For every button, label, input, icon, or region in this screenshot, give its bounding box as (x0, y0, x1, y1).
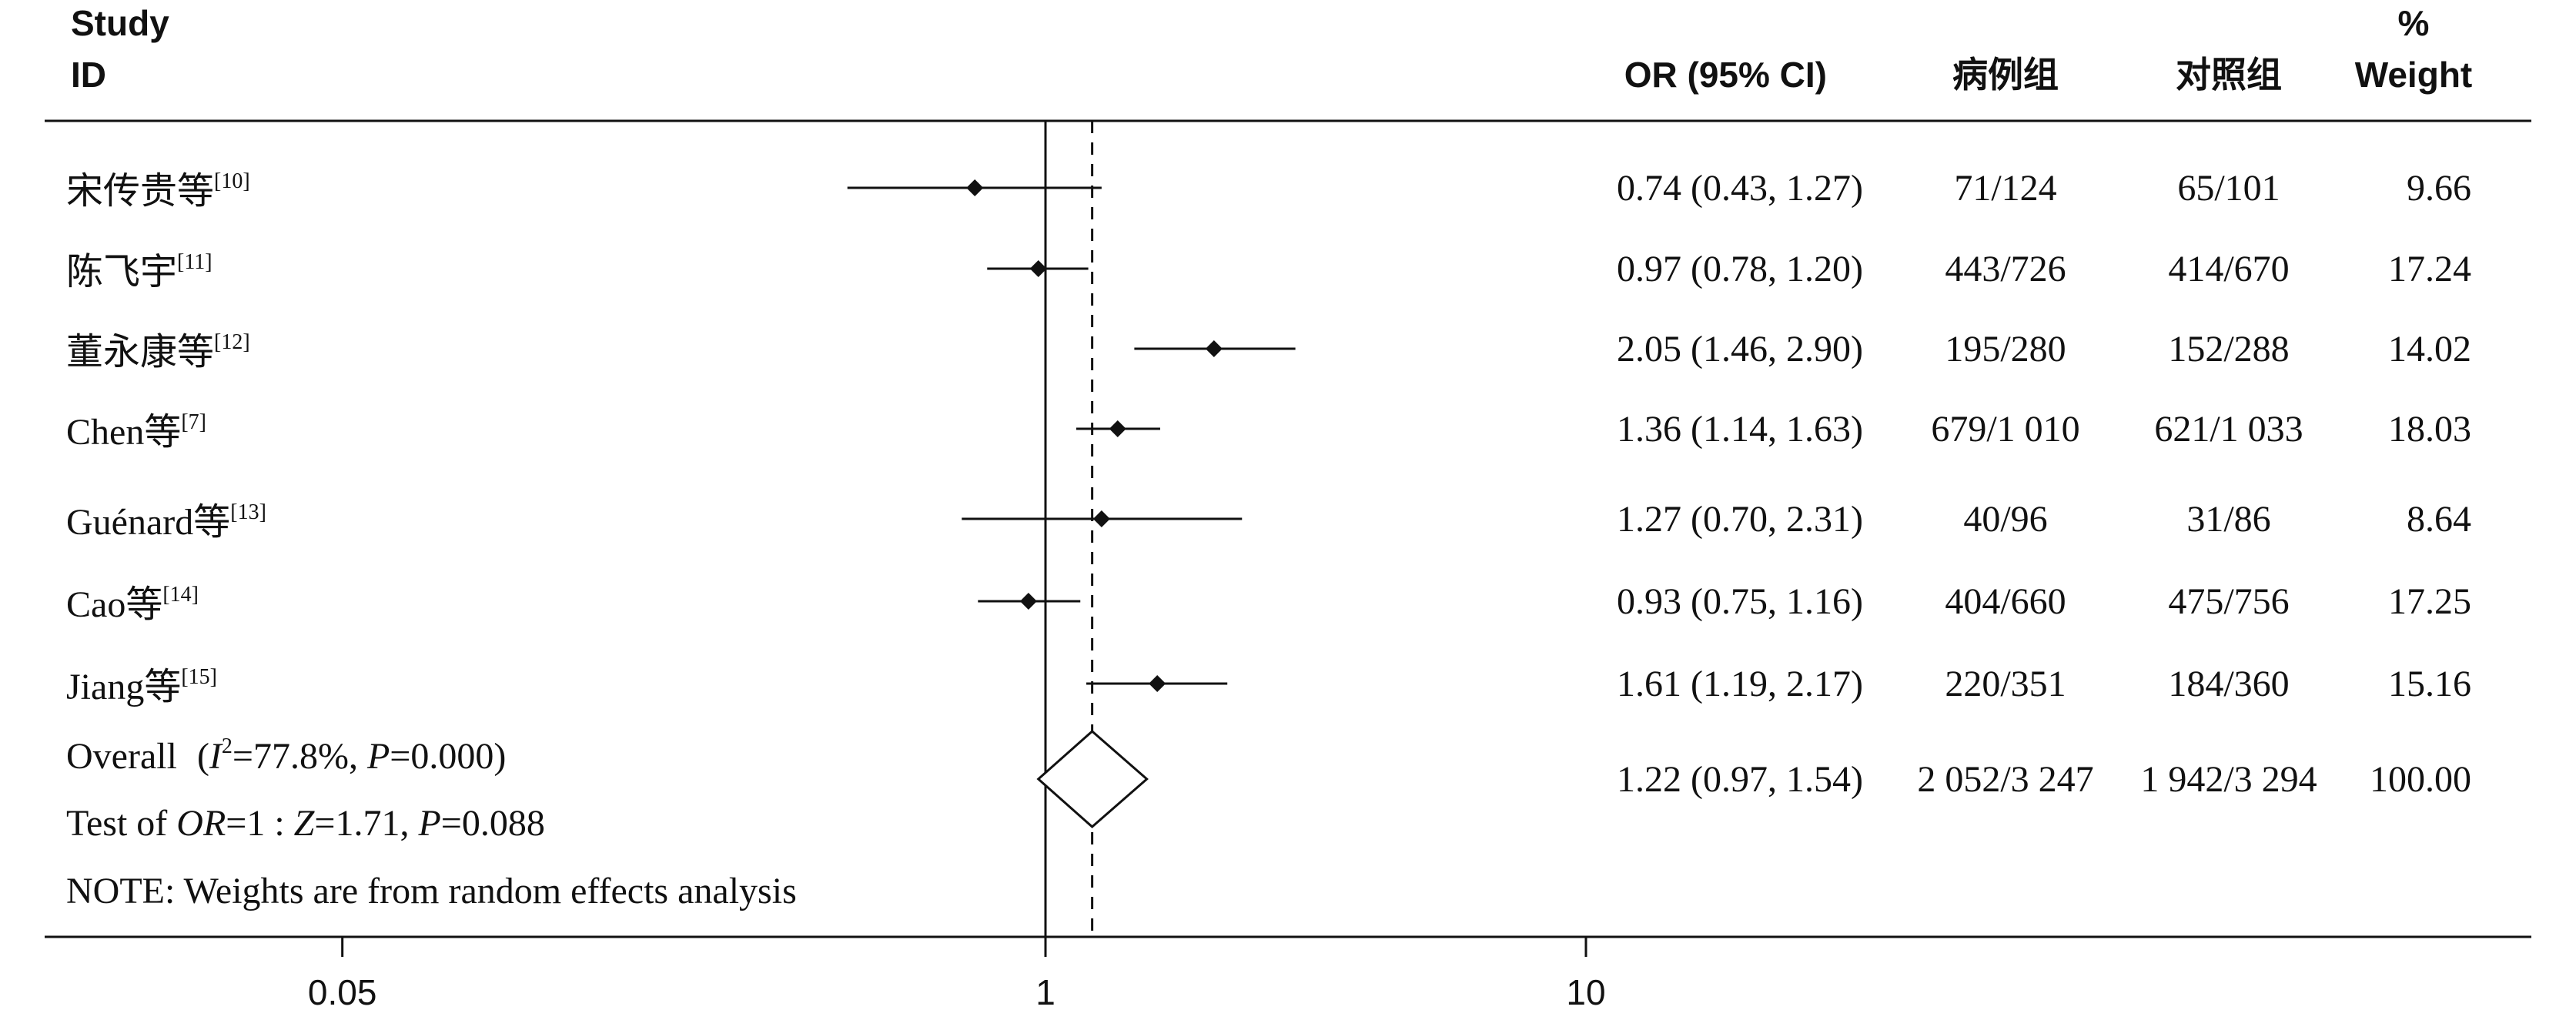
weight-value: 15.16 (2388, 664, 2471, 704)
weight-value: 9.66 (2407, 168, 2471, 209)
case-value: 679/1 010 (1931, 409, 2079, 450)
study-label: Chen等[7] (66, 410, 206, 453)
or-ci-value: 0.93 (0.75, 1.16) (1617, 581, 1863, 622)
header-control-group: 对照组 (2176, 55, 2282, 95)
study-name: 陈飞宇 (66, 250, 177, 293)
study-row: Cao等[14] 0.93 (0.75, 1.16) 404/660 475/756 1… (66, 581, 2471, 625)
point-estimate-marker (1109, 420, 1126, 437)
overall-diamond (1036, 730, 1149, 828)
note-line: NOTE: Weights are from random effects an… (66, 871, 797, 911)
study-row: Jiang等[15] 1.61 (1.19, 2.17) 220/351 184/36… (66, 664, 2471, 707)
x-tick-label: 10 (1566, 972, 1605, 1012)
header-case-group: 病例组 (1952, 55, 2059, 95)
study-name: Jiang等 (66, 667, 181, 707)
x-tick-label: 1 (1035, 972, 1055, 1012)
study-label: 董永康等[12] (66, 330, 250, 373)
header-study: Study (71, 3, 169, 43)
overall-label: Overall (I2=77.8%, P=0.000) (66, 734, 506, 777)
header-percent: % (2398, 3, 2430, 43)
weight-value: 17.25 (2388, 581, 2471, 622)
overall-case: 2 052/3 247 (1917, 759, 2093, 800)
study-row: Guénard等[13] 1.27 (0.70, 2.31) 40/96 31/86 8… (66, 499, 2471, 543)
overall-word: Overall (66, 736, 177, 777)
study-label: 陈飞宇[11] (66, 250, 212, 293)
study-ref: [10] (214, 169, 250, 193)
case-value: 40/96 (1963, 499, 2047, 540)
case-value: 220/351 (1945, 664, 2066, 704)
study-row: 宋传贵等[10] 0.74 (0.43, 1.27) 71/124 65/101 9.6… (66, 168, 2471, 212)
column-headers: Study ID OR (95% CI) 病例组 对照组 % Weight (71, 3, 2472, 95)
study-ref: [7] (181, 410, 206, 434)
het-rest: =77.8%, (233, 736, 367, 777)
or-ci-value: 1.27 (0.70, 2.31) (1617, 499, 1863, 540)
study-label: Cao等[14] (66, 583, 199, 625)
point-estimate-marker (1149, 675, 1166, 692)
weight-value: 17.24 (2388, 249, 2471, 289)
control-value: 184/360 (2168, 664, 2289, 704)
study-name: 宋传贵等 (66, 169, 214, 212)
control-value: 152/288 (2168, 329, 2289, 370)
or-ci-value: 0.74 (0.43, 1.27) (1617, 168, 1863, 209)
point-estimate-marker (1029, 260, 1047, 277)
or-ci-value: 2.05 (1.46, 2.90) (1617, 329, 1863, 370)
overall-row: Overall (I2=77.8%, P=0.000) Test of OR=1 … (66, 730, 2471, 911)
or-ci-value: 0.97 (0.78, 1.20) (1617, 249, 1863, 289)
point-estimate-marker (1092, 510, 1110, 527)
study-row: 陈飞宇[11] 0.97 (0.78, 1.20) 443/726 414/670 17… (66, 249, 2471, 293)
control-value: 621/1 033 (2154, 409, 2303, 450)
study-name: Guénard等 (66, 502, 230, 543)
overall-or-ci: 1.22 (0.97, 1.54) (1617, 759, 1863, 800)
study-ref: [12] (214, 330, 250, 354)
case-value: 71/124 (1954, 168, 2056, 209)
study-row: 董永康等[12] 2.05 (1.46, 2.90) 195/280 152/288 1… (66, 329, 2471, 373)
case-value: 404/660 (1945, 581, 2066, 622)
point-estimate-marker (1205, 340, 1223, 357)
header-or-ci: OR (95% CI) (1624, 55, 1827, 95)
control-value: 414/670 (2168, 249, 2289, 289)
het-p: P (366, 736, 390, 777)
overall-weight: 100.00 (2370, 759, 2471, 800)
test-line: Test of OR=1 : Z=1.71, P=0.088 (66, 803, 545, 844)
study-name: Cao等 (66, 584, 162, 625)
point-estimate-marker (966, 179, 984, 196)
study-row: Chen等[7] 1.36 (1.14, 1.63) 679/1 010 621/1 … (66, 409, 2471, 453)
study-name: Chen等 (66, 412, 181, 453)
case-value: 195/280 (1945, 329, 2066, 370)
het-p-rest: =0.000) (390, 736, 506, 777)
x-axis: 0.05 1 10 (308, 937, 1606, 1012)
study-label: Guénard等[13] (66, 500, 266, 543)
case-value: 443/726 (1945, 249, 2066, 289)
overall-control: 1 942/3 294 (2140, 759, 2317, 800)
study-label: Jiang等[15] (66, 665, 217, 707)
weight-value: 14.02 (2388, 329, 2471, 370)
study-name: 董永康等 (66, 330, 214, 373)
het-sup: 2 (222, 734, 233, 758)
header-id: ID (71, 55, 106, 95)
study-ref: [14] (162, 583, 199, 607)
study-ref: [11] (177, 250, 212, 274)
study-ref: [15] (181, 665, 217, 689)
or-ci-value: 1.61 (1.19, 2.17) (1617, 664, 1863, 704)
het-i: I (209, 736, 223, 777)
point-estimate-marker (1019, 593, 1037, 610)
study-label: 宋传贵等[10] (66, 169, 250, 212)
or-ci-value: 1.36 (1.14, 1.63) (1617, 409, 1863, 450)
control-value: 65/101 (2177, 168, 2280, 209)
header-weight: Weight (2355, 55, 2472, 95)
weight-value: 18.03 (2388, 409, 2471, 450)
x-tick-label: 0.05 (308, 972, 377, 1012)
weight-value: 8.64 (2407, 499, 2471, 540)
control-value: 475/756 (2168, 581, 2289, 622)
study-ref: [13] (230, 500, 266, 524)
control-value: 31/86 (2186, 499, 2270, 540)
study-rows: 宋传贵等[10] 0.74 (0.43, 1.27) 71/124 65/101 9.6… (66, 168, 2471, 707)
